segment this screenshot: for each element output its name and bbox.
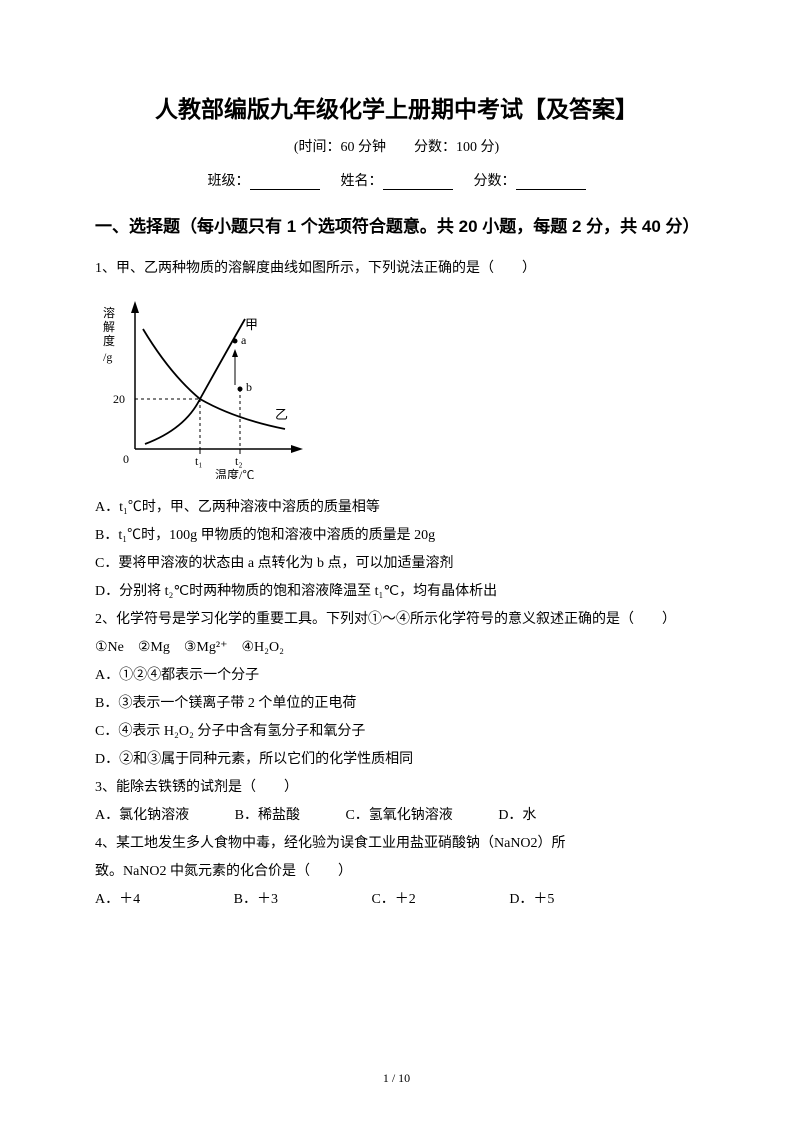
- q4-option-b[interactable]: B．＋3: [234, 886, 278, 914]
- q4-stem-line2: 致。NaNO2 中氮元素的化合价是（ ）: [95, 858, 698, 886]
- name-label: 姓名：: [341, 174, 383, 189]
- svg-text:解: 解: [103, 320, 115, 334]
- question-3: 3、能除去铁锈的试剂是（ ） A．氯化钠溶液 B．稀盐酸 C．氢氧化钠溶液 D．…: [95, 774, 698, 830]
- point-a: [233, 339, 238, 344]
- q4-option-c[interactable]: C．＋2: [371, 886, 415, 914]
- q3-option-a[interactable]: A．氯化钠溶液: [95, 802, 189, 830]
- label-a: a: [241, 333, 247, 347]
- point-b: [238, 387, 243, 392]
- q1-option-a[interactable]: A．t₁℃时，甲、乙两种溶液中溶质的质量相等: [95, 494, 698, 522]
- exam-title: 人教部编版九年级化学上册期中考试【及答案】: [95, 90, 698, 124]
- section-1-heading: 一、选择题（每小题只有 1 个选项符合题意。共 20 小题，每题 2 分，共 4…: [95, 208, 698, 245]
- q3-option-d[interactable]: D．水: [498, 802, 536, 830]
- class-blank[interactable]: [250, 175, 320, 190]
- page: 人教部编版九年级化学上册期中考试【及答案】 (时间：60 分钟 分数：100 分…: [0, 0, 793, 1122]
- x-tick-t2: t₂: [235, 454, 243, 468]
- class-label: 班级：: [208, 174, 250, 189]
- q4-options: A．＋4 B．＋3 C．＋2 D．＋5: [95, 886, 698, 914]
- question-2: 2、化学符号是学习化学的重要工具。下列对①～④所示化学符号的意义叙述正确的是（ …: [95, 606, 698, 774]
- score-label: 分数：: [474, 174, 516, 189]
- q4-option-d[interactable]: D．＋5: [509, 886, 554, 914]
- q1-option-c[interactable]: C．要将甲溶液的状态由 a 点转化为 b 点，可以加适量溶剂: [95, 550, 698, 578]
- curve-jia: [145, 319, 245, 444]
- q2-option-c[interactable]: C．④表示 H₂O₂ 分子中含有氢分子和氧分子: [95, 718, 698, 746]
- question-4: 4、某工地发生多人食物中毒，经化验为误食工业用盐亚硝酸钠（NaNO2）所 致。N…: [95, 830, 698, 914]
- page-number: 1 / 10: [0, 1071, 793, 1086]
- label-jia: 甲: [245, 317, 258, 332]
- exam-subtitle: (时间：60 分钟 分数：100 分): [95, 136, 698, 156]
- label-yi: 乙: [275, 407, 288, 422]
- student-info-line: 班级： 姓名： 分数：: [95, 170, 698, 190]
- question-1: 1、甲、乙两种物质的溶解度曲线如图所示，下列说法正确的是（ ） 溶 解 度 /g…: [95, 255, 698, 606]
- q3-stem: 3、能除去铁锈的试剂是（ ）: [95, 774, 698, 802]
- origin-label: 0: [123, 452, 129, 466]
- name-blank[interactable]: [383, 175, 453, 190]
- svg-text:/g: /g: [103, 350, 112, 364]
- x-tick-t1: t₁: [195, 454, 203, 468]
- q3-option-b[interactable]: B．稀盐酸: [235, 802, 300, 830]
- y-tick-20: 20: [113, 392, 125, 406]
- curve-yi: [143, 329, 285, 429]
- q2-option-a[interactable]: A．①②④都表示一个分子: [95, 662, 698, 690]
- q1-stem: 1、甲、乙两种物质的溶解度曲线如图所示，下列说法正确的是（ ）: [95, 255, 698, 283]
- solubility-chart-svg: 溶 解 度 /g 20 0 t₁ t₂ 温度/℃ 甲 乙: [95, 289, 315, 479]
- y-axis-label-1: 溶: [103, 305, 115, 320]
- q2-option-b[interactable]: B．③表示一个镁离子带 2 个单位的正电荷: [95, 690, 698, 718]
- q2-stem: 2、化学符号是学习化学的重要工具。下列对①～④所示化学符号的意义叙述正确的是（ …: [95, 606, 698, 634]
- q4-stem-line1: 4、某工地发生多人食物中毒，经化验为误食工业用盐亚硝酸钠（NaNO2）所: [95, 830, 698, 858]
- svg-text:度: 度: [103, 333, 115, 348]
- label-b: b: [246, 380, 252, 394]
- q2-option-d[interactable]: D．②和③属于同种元素，所以它们的化学性质相同: [95, 746, 698, 774]
- solubility-chart: 溶 解 度 /g 20 0 t₁ t₂ 温度/℃ 甲 乙: [95, 289, 698, 490]
- score-blank[interactable]: [516, 175, 586, 190]
- q2-items: ①Ne ②Mg ③Mg²⁺ ④H₂O₂: [95, 634, 698, 662]
- q4-option-a[interactable]: A．＋4: [95, 886, 140, 914]
- q1-option-d[interactable]: D．分别将 t₂℃时两种物质的饱和溶液降温至 t₁℃，均有晶体析出: [95, 578, 698, 606]
- q3-options: A．氯化钠溶液 B．稀盐酸 C．氢氧化钠溶液 D．水: [95, 802, 698, 830]
- x-axis-label: 温度/℃: [215, 467, 254, 479]
- q1-option-b[interactable]: B．t₁℃时，100g 甲物质的饱和溶液中溶质的质量是 20g: [95, 522, 698, 550]
- q3-option-c[interactable]: C．氢氧化钠溶液: [345, 802, 452, 830]
